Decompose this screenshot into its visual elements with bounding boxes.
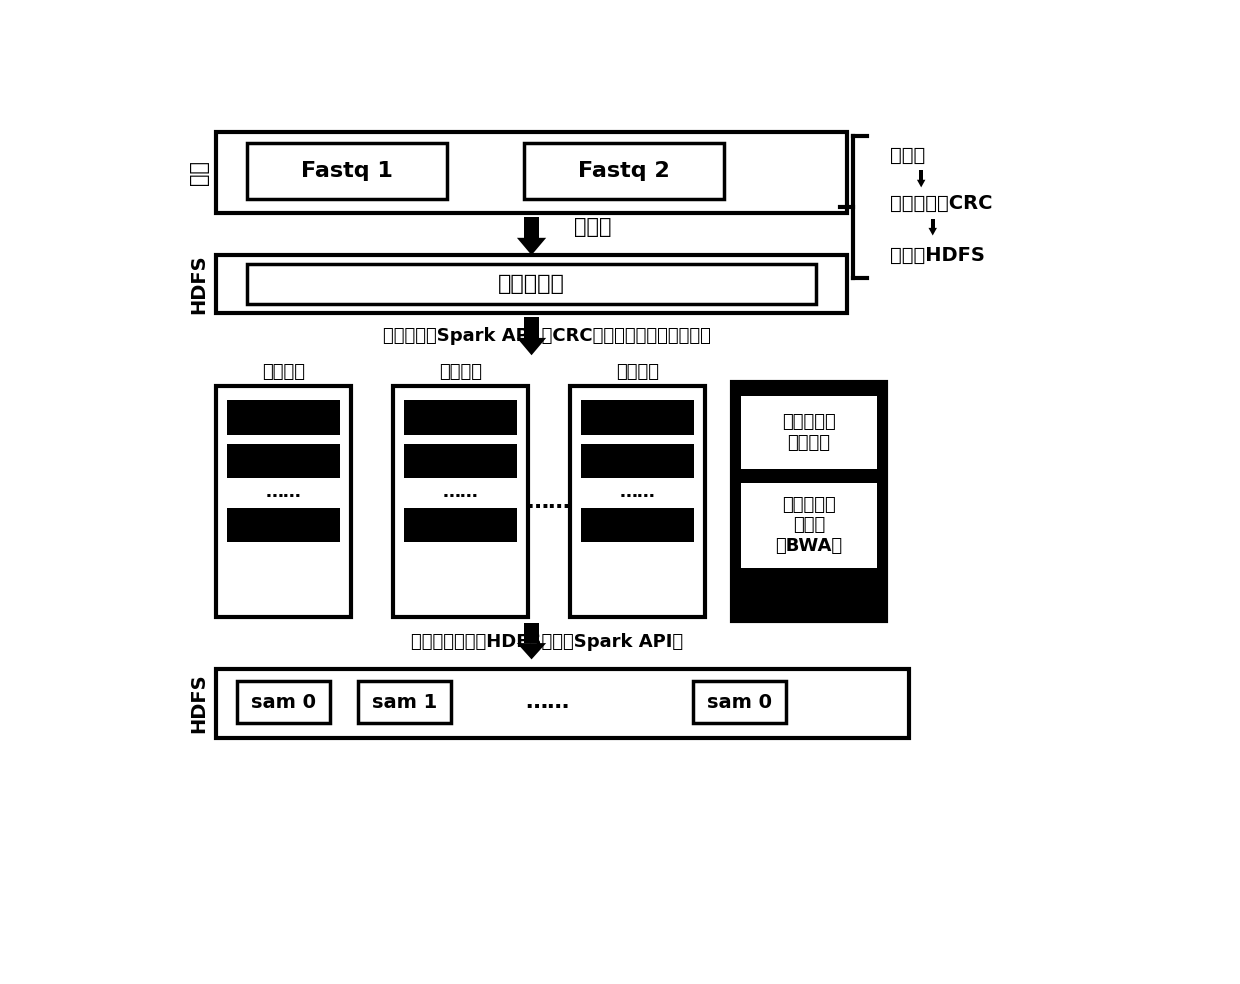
Text: Fastq 1: Fastq 1 [301,161,393,181]
Bar [580,400,694,435]
Text: ……: …… [527,492,570,512]
Bar [580,444,694,478]
Bar [237,681,330,723]
Bar [525,623,539,644]
Bar [247,265,816,304]
Text: 预处理: 预处理 [574,216,611,236]
Text: ……: …… [525,692,569,712]
Bar [227,508,340,542]
Text: sam 1: sam 1 [372,693,438,711]
Text: sam 0: sam 0 [707,693,773,711]
Bar [227,400,340,435]
Text: Fastq 2: Fastq 2 [578,161,670,181]
Bar [525,317,539,338]
Polygon shape [929,228,937,235]
Polygon shape [916,180,925,187]
Text: 修改后文件: 修改后文件 [498,274,565,294]
Text: 读文件: 读文件 [890,146,925,164]
Text: 执行序列比
对程序
（BWA）: 执行序列比 对程序 （BWA） [775,496,842,555]
Text: 计算节点: 计算节点 [262,363,305,381]
Text: 合并与替换CRC: 合并与替换CRC [890,194,993,213]
Text: 上传至HDFS: 上传至HDFS [890,246,986,265]
Bar [693,681,786,723]
Bar [742,396,877,469]
Text: ……: …… [443,483,479,501]
Text: ……: …… [620,483,655,501]
Bar [404,444,517,478]
Bar [930,218,935,228]
Text: 计算结果上传至HDFS（使用Spark API）: 计算结果上传至HDFS（使用Spark API） [410,633,683,650]
Text: HDFS: HDFS [190,673,208,733]
Bar [580,508,694,542]
Polygon shape [517,644,546,659]
Polygon shape [517,338,546,355]
Bar [525,216,539,238]
Bar [227,444,340,478]
Text: ……: …… [265,483,301,501]
Bar [404,400,517,435]
Text: 数据恢复至
原有形态: 数据恢复至 原有形态 [782,413,836,452]
Bar [393,386,528,617]
Text: HDFS: HDFS [190,254,208,314]
Bar [732,382,885,621]
Bar [216,255,847,313]
Bar [404,508,517,542]
Text: 计算节点: 计算节点 [616,363,658,381]
Text: sam 0: sam 0 [252,693,316,711]
Bar [216,132,847,213]
Bar [523,144,724,199]
Bar [358,681,450,723]
Bar [216,669,909,738]
Text: 本地: 本地 [188,159,208,185]
Text: 数据分发（Spark API 以CRC作为分割条件完成此步）: 数据分发（Spark API 以CRC作为分割条件完成此步） [383,327,711,345]
Polygon shape [517,238,546,255]
Bar [247,144,446,199]
Bar [570,386,704,617]
Bar [919,170,924,180]
Text: 计算节点: 计算节点 [439,363,482,381]
Bar [742,483,877,568]
Bar [216,386,351,617]
